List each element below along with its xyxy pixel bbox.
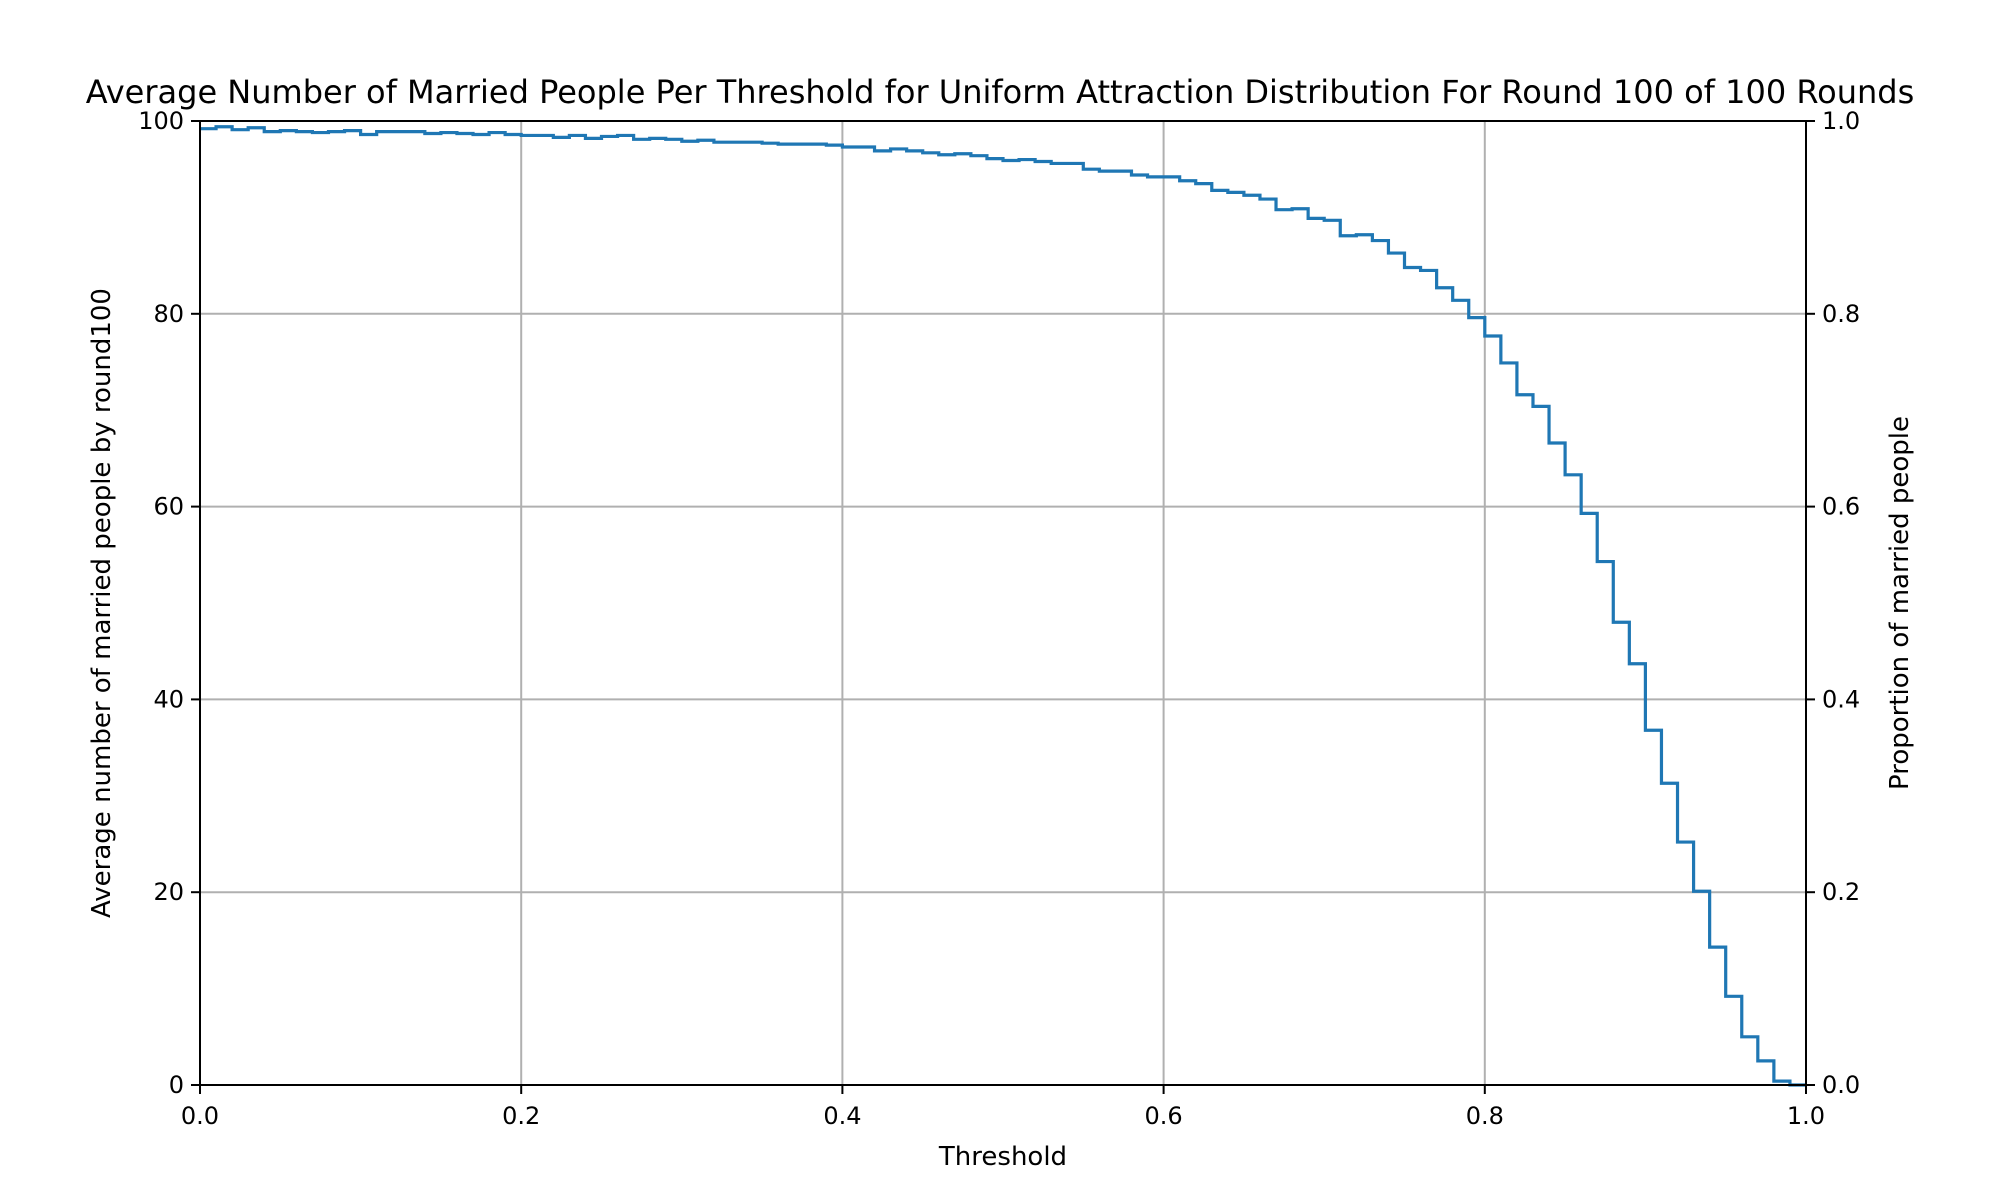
y-right-tick-label: 0.2: [1822, 878, 1860, 906]
y-tick-label: 60: [153, 493, 184, 521]
x-tick-label: 0.2: [502, 1102, 540, 1130]
y-tick-label: 80: [153, 300, 184, 328]
x-tick-label: 0.8: [1466, 1102, 1504, 1130]
ticks: 0.0 0.2 0.4 0.6 0.8 1.0 0 20 40 60 80 100 0.0 0.2 0.4 0…: [138, 107, 1860, 1130]
y-right-tick-label: 1.0: [1822, 107, 1860, 135]
series-layer: [200, 125, 1806, 1087]
y-axis-label: Average number of married people by roun…: [87, 288, 117, 918]
chart-title: Average Number of Married People Per Thr…: [86, 73, 1915, 111]
x-axis-label: Threshold: [938, 1142, 1067, 1172]
y-right-tick-label: 0.6: [1822, 493, 1860, 521]
y-right-tick-label: 0.8: [1822, 300, 1860, 328]
y-tick-label: 100: [138, 107, 184, 135]
x-tick-label: 0.0: [181, 1102, 219, 1130]
y-right-tick-label: 0.0: [1822, 1071, 1860, 1099]
x-tick-label: 0.6: [1145, 1102, 1183, 1130]
y-tick-label: 0: [169, 1071, 184, 1099]
series-line: [200, 125, 1806, 1087]
y-right-tick-label: 0.4: [1822, 685, 1860, 713]
plot-frame: [199, 120, 1807, 1086]
y-tick-label: 40: [153, 685, 184, 713]
y-axis-right-label: Proportion of married people: [1885, 416, 1915, 790]
x-tick-label: 1.0: [1787, 1102, 1825, 1130]
y-tick-label: 20: [153, 878, 184, 906]
x-tick-label: 0.4: [823, 1102, 861, 1130]
